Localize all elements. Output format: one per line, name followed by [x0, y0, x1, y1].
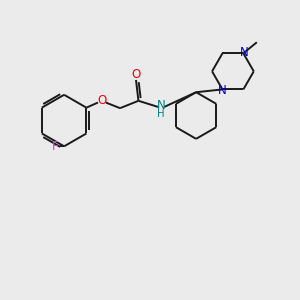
Text: H: H [157, 109, 165, 118]
Text: F: F [52, 140, 58, 153]
Text: O: O [97, 94, 106, 107]
Text: N: N [239, 46, 248, 59]
Text: N: N [157, 99, 165, 112]
Text: O: O [131, 68, 141, 81]
Text: N: N [218, 84, 226, 97]
